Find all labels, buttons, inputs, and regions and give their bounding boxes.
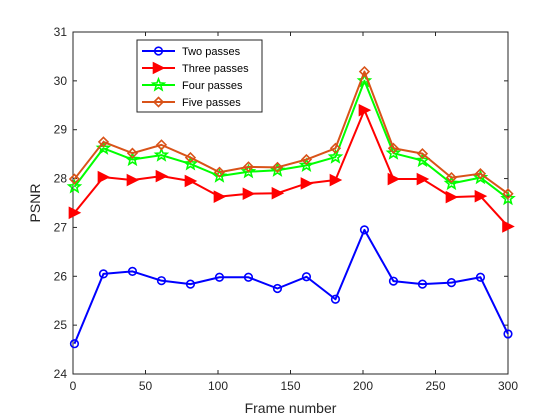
x-tick-label: 0 [70,379,77,393]
data-point [242,187,256,201]
y-tick-label: 28 [54,172,68,186]
data-point [356,72,373,88]
data-point [156,276,167,286]
legend-label: Five passes [182,97,241,109]
data-point [358,65,371,78]
series-three-passes [68,103,515,233]
data-point [445,190,459,204]
y-tick-label: 27 [54,220,68,234]
data-point [97,136,110,148]
data-point [474,189,488,203]
data-point [298,157,315,173]
x-tick-label: 100 [208,379,228,393]
data-point [301,272,312,282]
x-axis-title: Frame number [245,400,337,416]
data-point [387,172,401,186]
data-point [414,152,431,168]
data-point [359,225,370,235]
data-point [184,151,197,164]
data-point [185,279,196,289]
legend-label: Three passes [182,63,249,75]
data-point [358,103,372,117]
legend-swatch-marker [152,96,165,108]
data-point [329,173,343,187]
data-point [300,153,313,166]
x-tick-label: 300 [498,379,518,393]
data-point [300,177,314,190]
legend: Two passes Three passes Four passes Five pa… [136,39,263,113]
series-line [73,79,509,200]
data-point [155,169,169,183]
series-two-passes [69,225,513,349]
data-point [475,272,486,282]
data-point [417,279,428,289]
x-tick-label: 250 [425,379,445,393]
data-point [66,178,83,194]
data-point [272,283,283,294]
data-point [155,139,168,151]
legend-swatch-marker [150,76,167,92]
data-point [124,151,141,167]
data-point [211,167,228,183]
data-point [213,166,226,178]
x-tick-label: 150 [280,379,300,393]
data-point [126,147,139,159]
legend-label: Two passes [182,46,241,58]
series-line [73,228,509,345]
legend-swatch-marker [153,46,164,56]
data-point [330,294,341,304]
legend-label: Four passes [182,80,243,92]
data-point [68,173,81,185]
y-tick-label: 26 [54,269,68,283]
data-point [184,174,198,188]
data-point [387,142,400,154]
data-point [416,148,429,160]
y-axis-title: PSNR [27,184,43,223]
series-line [73,70,509,195]
data-point [69,339,80,349]
data-point [443,175,460,191]
data-point [97,170,111,184]
series-line [73,109,509,228]
data-point [502,188,514,200]
y-tick-label: 31 [54,25,68,39]
data-point [446,278,457,288]
legend-swatch-marker [152,61,166,75]
x-tick-label: 200 [353,379,373,393]
data-point [243,272,254,282]
data-point [385,144,402,160]
series-four-passes [66,72,516,206]
data-point [98,269,109,279]
data-point [126,173,140,187]
data-point [127,266,138,277]
data-point [502,220,515,233]
data-point [474,168,487,180]
data-point [68,206,82,220]
data-point [153,146,170,162]
data-point [213,190,227,203]
data-point [445,171,458,184]
x-tick-label: 50 [139,379,153,393]
data-point [503,329,513,339]
data-point [500,190,516,206]
data-point [271,186,285,200]
data-point [182,155,199,171]
y-tick-label: 29 [54,123,68,137]
data-point [242,161,255,173]
data-point [329,142,342,154]
data-point [388,276,399,286]
series-five-passes [68,65,514,200]
y-tick-label: 24 [54,367,68,381]
y-tick-label: 30 [54,74,68,88]
data-point [214,272,225,282]
data-point [240,163,257,179]
data-point [416,172,430,186]
y-tick-label: 25 [54,318,68,332]
data-point [327,148,344,164]
data-point [271,161,284,173]
